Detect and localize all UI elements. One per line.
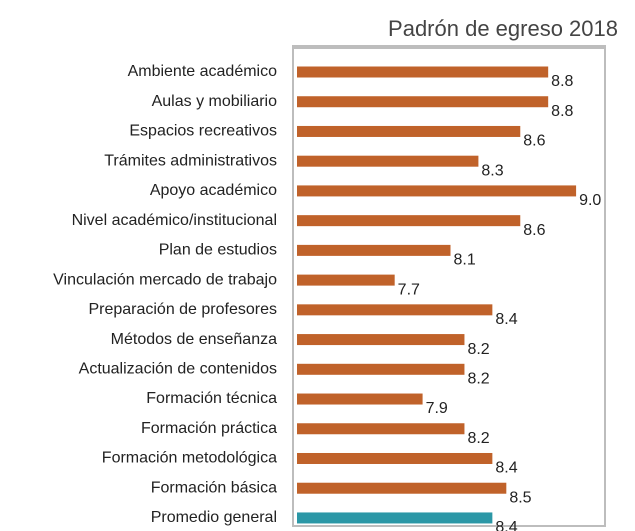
bar [297,244,451,256]
value-label: 8.8 [551,73,573,90]
y-tick-label: Formación técnica [146,390,277,407]
bar [297,423,465,435]
value-label: 7.9 [426,400,448,417]
y-tick-label: Formación metodológica [102,450,277,467]
y-tick-label: Apoyo académico [150,182,277,199]
y-tick-label: Vinculación mercado de trabajo [53,271,277,288]
value-label: 7.7 [398,281,420,298]
y-tick-label: Formación práctica [141,420,277,437]
bar [297,334,465,346]
value-label: 8.2 [467,371,489,388]
y-tick-label: Trámites administrativos [104,152,277,169]
value-label: 8.5 [509,489,531,506]
bar [297,125,521,137]
y-tick-label: Promedio general [151,509,277,526]
bar [297,66,549,78]
value-label: 8.3 [481,162,503,179]
bar [297,215,521,227]
bar [297,512,493,524]
y-tick-label: Preparación de profesores [88,301,277,318]
value-label: 8.4 [495,460,517,477]
bar [297,304,493,316]
value-label: 9.0 [579,192,601,209]
y-tick-label: Métodos de enseñanza [111,331,277,348]
bar [297,155,479,167]
y-tick-label: Actualización de contenidos [79,361,277,378]
bar [297,393,423,405]
y-tick-label: Ambiente académico [128,63,278,80]
value-label: 8.1 [454,252,476,269]
y-tick-label: Formación básica [151,479,277,496]
bar [297,96,549,108]
value-label: 8.6 [523,133,545,150]
y-tick-label: Plan de estudios [159,242,277,259]
value-label: 8.4 [495,311,517,328]
value-label: 8.4 [495,519,517,531]
value-label: 8.8 [551,103,573,120]
bar [297,452,493,464]
bar [297,363,465,375]
bar [297,482,507,494]
bar [297,185,577,197]
value-label: 8.2 [467,430,489,447]
bar [297,274,395,286]
y-tick-label: Espacios recreativos [129,123,277,140]
chart-title: Padrón de egreso 2018 [388,16,618,41]
value-label: 8.6 [523,222,545,239]
y-tick-label: Aulas y mobiliario [152,93,277,110]
y-tick-label: Nivel académico/institucional [72,212,277,229]
value-label: 8.2 [467,341,489,358]
